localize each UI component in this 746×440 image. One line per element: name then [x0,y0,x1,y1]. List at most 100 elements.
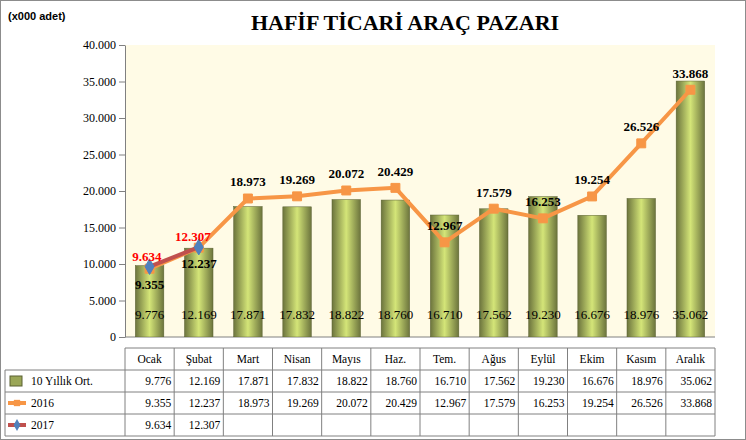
table-value: 17.832 [287,375,319,387]
table-value: 20.072 [336,397,368,409]
y-tick-mark [119,191,125,192]
table-rule [567,348,568,436]
data-label: 9.355 [135,277,165,292]
marks [135,81,704,337]
table-value: 17.579 [484,397,516,409]
y-tick: 35.000 [83,75,125,89]
marker [588,192,597,201]
table-rule [420,348,421,436]
table-value: 12.307 [189,419,221,431]
y-tick-mark [119,118,125,119]
x-tick-label: Ekim [580,353,605,365]
data-label: 19.230 [525,307,561,322]
y-tick-mark [119,337,125,338]
table-rule [616,348,617,436]
y-tick: 40.000 [83,38,125,52]
data-label: 35.062 [673,307,709,322]
table-value: 17.871 [238,375,270,387]
data-label: 18.760 [378,307,414,322]
table-value: 19.269 [287,397,319,409]
y-tick: 25.000 [83,148,125,162]
data-label: 16.676 [574,307,610,322]
table-value: 19.230 [533,375,565,387]
marker [538,214,547,223]
y-tick-label: 20.000 [83,184,116,198]
y-tick-mark [119,301,125,302]
marker [293,192,302,201]
marker [243,194,252,203]
table-rule [715,348,716,436]
data-label: 16.253 [525,194,561,209]
data-label: 12.237 [181,256,217,271]
x-tick-label: Tem. [433,353,456,365]
data-label: 17.871 [230,307,266,322]
x-tick-label: Ocak [137,353,162,365]
table-rule [5,370,715,371]
marker [440,238,449,247]
plot-background [125,45,715,337]
data-label: 18.973 [230,174,266,189]
legend-marker [14,419,21,431]
table-value: 18.976 [631,375,663,387]
data-label: 9.776 [135,307,165,322]
data-label: 19.254 [574,172,610,187]
y-axis-line [125,46,126,338]
table-value: 26.526 [631,397,663,409]
table-rule [125,348,126,436]
table-value: 16.253 [533,397,565,409]
table-rule [174,348,175,436]
data-label: 20.429 [378,164,414,179]
y-tick-label: 40.000 [83,38,116,52]
table-value: 9.355 [145,397,171,409]
y-tick-label: 25.000 [83,148,116,162]
data-label: 26.526 [623,119,659,134]
table-rule [518,348,519,436]
table-value: 12.237 [189,397,221,409]
data-label: 19.269 [279,172,315,187]
x-axis-line [125,337,715,338]
x-tick-label: Mayıs [332,353,361,366]
table-value: 35.062 [680,375,712,387]
data-label: 9.634 [132,249,162,264]
legend-entry: 10 Yıllık Ort. [31,375,93,387]
marker [342,186,351,195]
y-tick-label: 10.000 [83,257,116,271]
y-axis: 05.00010.00015.00020.00025.00030.00035.0… [83,38,126,344]
marker [489,204,498,213]
title: HAFİF TİCARİ ARAÇ PAZARI [251,10,559,35]
table-value: 9.634 [145,419,171,431]
table-value: 9.776 [145,375,171,387]
table-rule [469,348,470,436]
y-tick: 5.000 [89,294,125,308]
data-label: 16.710 [427,307,463,322]
table-value: 18.973 [238,397,270,409]
legend-entry: 2016 [31,397,54,409]
y-tick-label: 5.000 [89,294,116,308]
bar [676,81,705,337]
legend-marker [14,400,20,406]
chart-frame [1,1,746,440]
table-rule [272,348,273,436]
table-rule [5,392,715,393]
legend-swatch [10,376,22,386]
table-rule [5,436,715,437]
data-label: 18.822 [328,307,364,322]
y-tick: 30.000 [83,111,125,125]
table-rule [223,348,224,436]
y-tick-mark [119,228,125,229]
y-axis-label: (x000 adet) [8,10,66,22]
marker [686,85,695,94]
x-tick-label: Aralık [676,353,706,365]
marker [391,183,400,192]
table-value: 12.169 [189,375,221,387]
x-tick-label: Mart [237,353,260,365]
y-tick-label: 15.000 [83,221,116,235]
line [150,90,691,269]
table-rule [370,348,371,436]
table-value: 18.822 [336,375,368,387]
x-tick-label: Şubat [186,353,213,366]
y-tick-label: 35.000 [83,75,116,89]
table-value: 33.868 [680,397,712,409]
data-label: 17.832 [279,307,315,322]
marker [637,139,646,148]
